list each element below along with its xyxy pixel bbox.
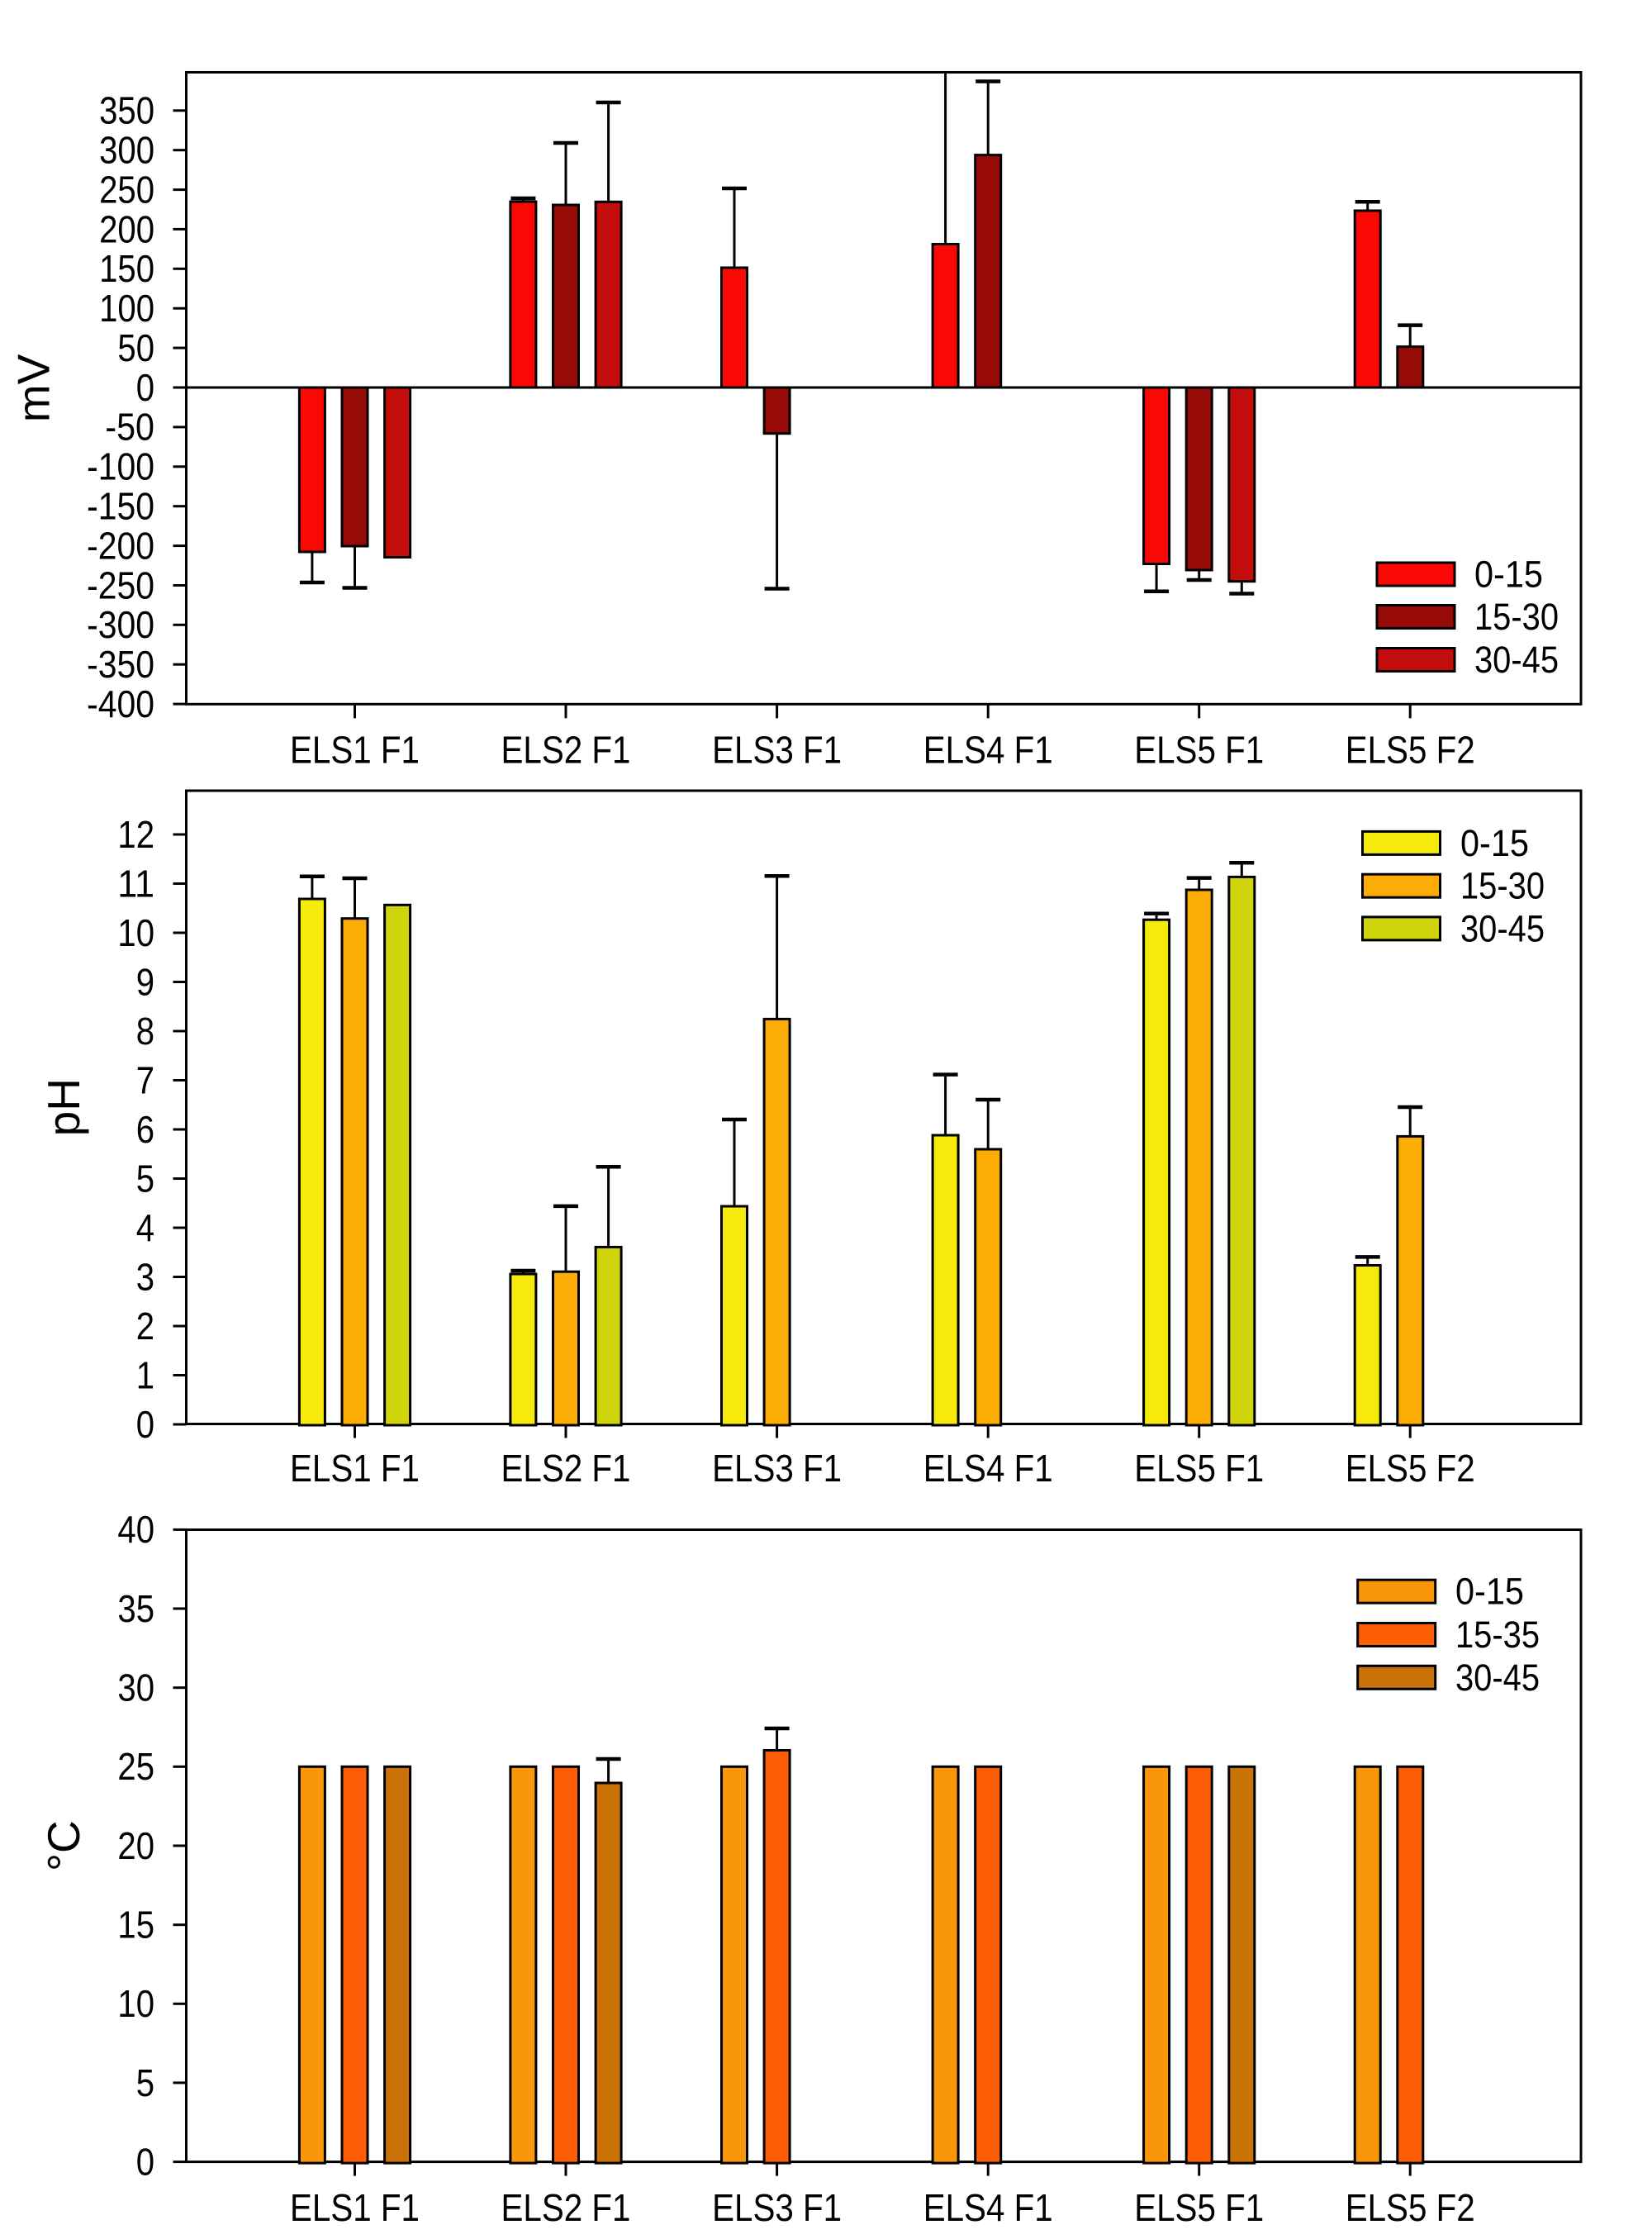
svg-text:ELS5 F1: ELS5 F1: [1134, 1447, 1264, 1490]
svg-text:ELS3 F1: ELS3 F1: [712, 2186, 842, 2229]
svg-text:ELS2 F1: ELS2 F1: [501, 1447, 631, 1490]
svg-text:0-15: 0-15: [1455, 1571, 1524, 1613]
svg-text:ELS5 F2: ELS5 F2: [1346, 1447, 1475, 1490]
svg-text:50: 50: [117, 326, 154, 369]
svg-text:ELS1 F1: ELS1 F1: [290, 1447, 420, 1490]
svg-text:ELS3 F1: ELS3 F1: [712, 1447, 842, 1490]
svg-text:-150: -150: [87, 485, 154, 528]
svg-text:7: 7: [136, 1058, 154, 1101]
svg-text:35: 35: [117, 1587, 154, 1630]
svg-text:200: 200: [99, 207, 154, 250]
svg-text:ELS5 F1: ELS5 F1: [1134, 729, 1264, 772]
svg-text:15: 15: [117, 1904, 154, 1947]
svg-text:30-45: 30-45: [1474, 639, 1559, 681]
svg-text:30-45: 30-45: [1460, 907, 1545, 949]
svg-text:ELS4 F1: ELS4 F1: [923, 2186, 1053, 2229]
svg-text:100: 100: [99, 287, 154, 330]
svg-text:11: 11: [117, 862, 154, 905]
svg-text:25: 25: [117, 1745, 154, 1788]
svg-text:-100: -100: [87, 445, 154, 488]
svg-text:350: 350: [99, 89, 154, 132]
svg-text:15-30: 15-30: [1460, 865, 1545, 907]
svg-text:pH: pH: [38, 1078, 89, 1136]
svg-text:8: 8: [136, 1010, 154, 1053]
svg-text:0-15: 0-15: [1460, 822, 1529, 864]
svg-text:°C: °C: [38, 1820, 89, 1871]
svg-text:ELS2 F1: ELS2 F1: [501, 729, 631, 772]
svg-text:20: 20: [117, 1824, 154, 1867]
svg-text:15-30: 15-30: [1474, 596, 1559, 638]
svg-text:ELS5 F2: ELS5 F2: [1346, 729, 1475, 772]
svg-text:ELS5 F2: ELS5 F2: [1346, 2186, 1475, 2229]
svg-text:ELS2 F1: ELS2 F1: [501, 2186, 631, 2229]
svg-text:12: 12: [117, 813, 154, 856]
svg-text:-300: -300: [87, 603, 154, 646]
svg-text:3: 3: [136, 1255, 154, 1298]
svg-text:-200: -200: [87, 524, 154, 567]
svg-text:0: 0: [136, 366, 154, 409]
svg-text:5: 5: [136, 2061, 154, 2104]
svg-text:ELS1 F1: ELS1 F1: [290, 729, 420, 772]
svg-text:ELS5 F1: ELS5 F1: [1134, 2186, 1264, 2229]
svg-text:6: 6: [136, 1108, 154, 1151]
svg-text:4: 4: [136, 1206, 154, 1249]
svg-text:-350: -350: [87, 643, 154, 686]
svg-text:150: 150: [99, 247, 154, 290]
svg-text:ELS4 F1: ELS4 F1: [923, 729, 1053, 772]
svg-text:0: 0: [136, 1403, 154, 1446]
svg-text:10: 10: [117, 911, 154, 954]
svg-text:15-35: 15-35: [1455, 1614, 1540, 1656]
svg-text:ELS1 F1: ELS1 F1: [290, 2186, 420, 2229]
svg-text:10: 10: [117, 1982, 154, 2025]
svg-text:5: 5: [136, 1157, 154, 1200]
svg-text:ELS4 F1: ELS4 F1: [923, 1447, 1053, 1490]
svg-text:-50: -50: [105, 406, 154, 449]
svg-text:0: 0: [136, 2140, 154, 2183]
svg-text:-250: -250: [87, 563, 154, 606]
svg-text:2: 2: [136, 1305, 154, 1348]
svg-text:30-45: 30-45: [1455, 1657, 1540, 1699]
svg-text:300: 300: [99, 129, 154, 172]
svg-text:0-15: 0-15: [1474, 554, 1543, 596]
svg-text:40: 40: [117, 1508, 154, 1551]
svg-text:ELS3 F1: ELS3 F1: [712, 729, 842, 772]
svg-text:9: 9: [136, 960, 154, 1003]
svg-text:1: 1: [136, 1353, 154, 1396]
svg-text:250: 250: [99, 168, 154, 211]
svg-text:mV: mV: [7, 354, 59, 422]
svg-text:-400: -400: [87, 682, 154, 725]
svg-text:30: 30: [117, 1666, 154, 1709]
